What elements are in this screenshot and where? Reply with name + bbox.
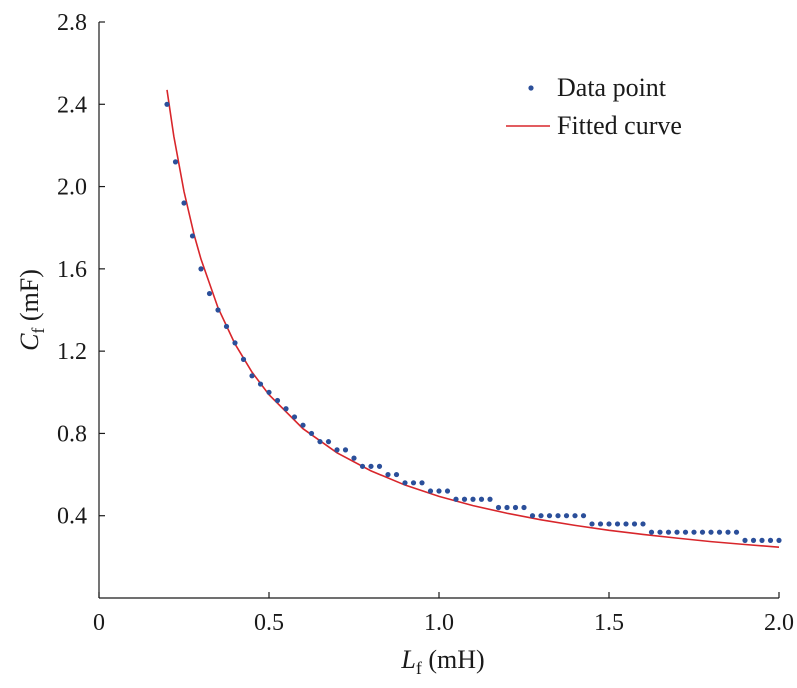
legend-label-data-point: Data point bbox=[557, 73, 667, 102]
x-axis: 0 0.5 1.0 1.5 2.0 bbox=[93, 592, 794, 636]
x-tick-label: 1.5 bbox=[594, 610, 624, 636]
data-point bbox=[274, 397, 281, 404]
data-point bbox=[478, 496, 485, 502]
data-point bbox=[742, 537, 748, 544]
data-point bbox=[640, 521, 646, 527]
data-point bbox=[546, 513, 553, 519]
y-tick-label: 1.2 bbox=[57, 339, 87, 365]
data-point bbox=[725, 529, 731, 535]
data-point bbox=[776, 537, 782, 544]
data-point bbox=[334, 447, 340, 453]
fitted-curve-line bbox=[166, 89, 780, 548]
data-point bbox=[495, 504, 502, 511]
data-point bbox=[359, 463, 366, 469]
data-point bbox=[368, 463, 374, 469]
data-point bbox=[223, 323, 230, 330]
y-tick-label: 0.8 bbox=[57, 421, 87, 447]
data-points-layer bbox=[164, 101, 782, 544]
data-point bbox=[206, 290, 213, 297]
data-point bbox=[291, 414, 298, 420]
data-point bbox=[589, 521, 595, 527]
y-tick-label: 2.8 bbox=[57, 10, 87, 36]
fitted-curve-layer bbox=[166, 89, 780, 548]
x-axis-title: Lf (mH) bbox=[400, 645, 484, 678]
data-point bbox=[716, 529, 723, 535]
data-point bbox=[665, 529, 672, 535]
x-tick-label: 2.0 bbox=[764, 610, 794, 636]
y-axis-title: Cf (mF) bbox=[15, 269, 48, 351]
data-point bbox=[631, 521, 638, 527]
x-tick-label: 0 bbox=[93, 610, 105, 636]
data-point bbox=[300, 422, 306, 428]
data-point bbox=[257, 381, 264, 387]
data-point bbox=[691, 529, 697, 535]
x-tick-label: 1.0 bbox=[424, 610, 454, 636]
data-point bbox=[708, 529, 714, 535]
data-point bbox=[325, 439, 332, 445]
y-tick-label: 2.0 bbox=[57, 175, 87, 201]
legend: Data point Fitted curve bbox=[506, 73, 682, 140]
data-point bbox=[733, 529, 740, 535]
y-ticks: 0.4 0.8 1.2 1.6 2.0 2.4 2.8 bbox=[57, 10, 105, 530]
data-point bbox=[750, 537, 757, 544]
data-point bbox=[597, 521, 604, 527]
data-point bbox=[419, 480, 425, 486]
data-point bbox=[410, 480, 417, 486]
data-point bbox=[767, 537, 774, 544]
data-point bbox=[682, 529, 689, 535]
data-point bbox=[351, 455, 357, 461]
data-point bbox=[164, 101, 170, 107]
data-point bbox=[342, 447, 349, 453]
data-point bbox=[385, 471, 391, 478]
data-point bbox=[232, 340, 238, 346]
data-point bbox=[623, 521, 629, 527]
data-point bbox=[393, 471, 400, 478]
data-point bbox=[181, 200, 187, 206]
data-point bbox=[572, 513, 578, 519]
data-point bbox=[759, 537, 765, 544]
data-point bbox=[521, 504, 527, 511]
data-point bbox=[538, 513, 544, 519]
data-point bbox=[198, 266, 204, 272]
data-point bbox=[266, 389, 272, 395]
data-point bbox=[614, 521, 621, 527]
legend-point-marker bbox=[528, 85, 534, 91]
data-point bbox=[444, 488, 451, 494]
y-axis: 0.4 0.8 1.2 1.6 2.0 2.4 2.8 bbox=[57, 10, 105, 598]
data-point bbox=[461, 496, 468, 502]
data-point bbox=[308, 430, 315, 437]
data-point bbox=[376, 463, 383, 469]
data-point bbox=[249, 373, 255, 379]
x-ticks: 0 0.5 1.0 1.5 2.0 bbox=[93, 592, 794, 636]
data-point bbox=[283, 406, 289, 412]
data-point bbox=[436, 488, 442, 494]
y-tick-label: 0.4 bbox=[57, 504, 87, 530]
data-point bbox=[453, 496, 459, 502]
legend-label-fitted-curve: Fitted curve bbox=[557, 111, 682, 140]
data-point bbox=[699, 529, 706, 535]
data-point bbox=[317, 439, 323, 445]
data-point bbox=[172, 159, 179, 165]
data-point bbox=[580, 513, 587, 519]
data-point bbox=[427, 488, 434, 494]
data-point bbox=[215, 307, 221, 313]
data-point bbox=[657, 529, 663, 535]
y-tick-label: 1.6 bbox=[57, 257, 87, 283]
data-point bbox=[240, 356, 247, 362]
data-point bbox=[470, 496, 476, 502]
data-point bbox=[402, 480, 408, 486]
data-point bbox=[606, 521, 612, 527]
data-point bbox=[674, 529, 680, 535]
x-tick-label: 0.5 bbox=[254, 610, 284, 636]
data-point bbox=[512, 504, 519, 511]
data-point bbox=[487, 496, 493, 502]
data-point bbox=[563, 513, 570, 519]
data-point bbox=[555, 513, 561, 519]
data-point bbox=[189, 233, 196, 239]
data-point bbox=[648, 529, 655, 535]
y-tick-label: 2.4 bbox=[57, 92, 87, 118]
data-point bbox=[504, 504, 510, 511]
data-point bbox=[529, 513, 536, 519]
